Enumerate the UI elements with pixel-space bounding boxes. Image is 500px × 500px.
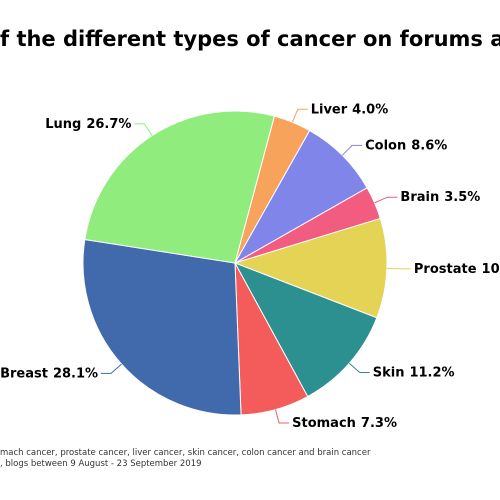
slice (233, 217, 388, 319)
data-label: Skin 11.2% (373, 365, 455, 380)
data-label: Colon 8.6% (365, 138, 447, 153)
data-label: Brain 3.5% (400, 190, 480, 205)
label-category: Prostate (414, 261, 477, 276)
label-value: 28.1% (53, 366, 98, 381)
label-category: Skin (373, 365, 405, 380)
connector (341, 144, 363, 156)
label-category: Breast (0, 366, 48, 381)
connector (274, 409, 290, 424)
data-label: Liver 4.0% (311, 102, 389, 117)
label-category: Stomach (292, 416, 356, 431)
label-value: 3.5% (444, 190, 480, 205)
label-category: Lung (45, 116, 81, 131)
label-value: 10.6% (482, 261, 500, 276)
connector (101, 363, 122, 374)
label-value: 11.2% (409, 365, 454, 380)
data-label: Stomach 7.3% (292, 416, 397, 431)
data-label: Breast 28.1% (0, 366, 98, 381)
label-category: Colon (365, 138, 406, 153)
data-label: Lung 26.7% (45, 116, 131, 131)
pie: Liver 4.0% Colon 8.6% Brain 3.5% Prostate 10.6%… (0, 102, 500, 431)
connector (348, 362, 370, 374)
connector (374, 196, 398, 204)
footnote: mach cancer, prostate cancer, liver canc… (0, 448, 371, 458)
slice (84, 110, 275, 264)
label-value: 7.3% (361, 416, 397, 431)
chart-title: f the different types of cancer on forum… (0, 27, 500, 51)
label-value: 26.7% (86, 116, 131, 131)
connector (291, 108, 308, 123)
label-category: Brain (400, 190, 439, 205)
label-category: Liver (311, 102, 348, 117)
slice (233, 262, 378, 398)
label-value: 4.0% (352, 102, 388, 117)
footnote: , blogs between 9 August - 23 September … (0, 459, 202, 469)
slice (82, 238, 242, 416)
connector (134, 123, 153, 136)
label-value: 8.6% (411, 138, 447, 153)
data-label: Prostate 10.6% (414, 261, 500, 276)
